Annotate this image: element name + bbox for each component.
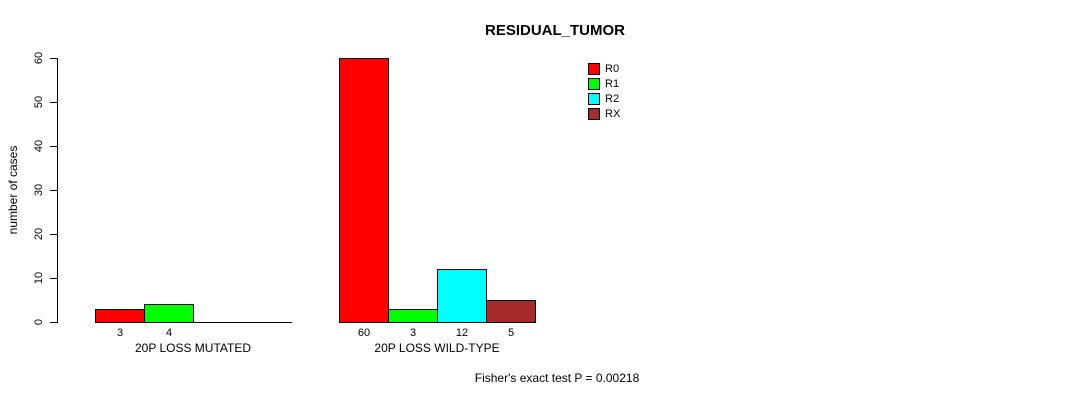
bar-value-label: 3 xyxy=(116,327,124,339)
y-tick-label: 60 xyxy=(33,51,45,65)
chart-title: RESIDUAL_TUMOR xyxy=(484,22,626,39)
x-category-label: 20P LOSS WILD-TYPE xyxy=(374,341,500,355)
bar-value-label: 4 xyxy=(165,327,173,339)
legend-swatch-rx xyxy=(588,108,600,120)
bar-value-label: 3 xyxy=(409,327,417,339)
y-tick-label: 50 xyxy=(33,95,45,109)
bar-r1-group2 xyxy=(388,309,438,323)
bar-r0-group2 xyxy=(339,58,389,323)
y-axis-tick xyxy=(50,102,57,103)
legend-swatch-r0 xyxy=(588,63,600,75)
bar-r2-group2 xyxy=(437,269,487,323)
y-tick-label: 20 xyxy=(33,227,45,241)
legend-label: RX xyxy=(605,108,621,120)
bar-r1-group1 xyxy=(144,304,194,323)
legend-label: R1 xyxy=(605,78,620,90)
y-tick-label: 10 xyxy=(33,271,45,285)
bar-value-label: 12 xyxy=(455,327,469,339)
y-axis-tick xyxy=(50,190,57,191)
legend-swatch-r2 xyxy=(588,93,600,105)
fisher-test-annotation: Fisher's exact test P = 0.00218 xyxy=(474,371,640,385)
legend-label: R2 xyxy=(605,93,620,105)
y-axis-tick xyxy=(50,58,57,59)
bar-rx-group2 xyxy=(486,300,536,323)
legend-label: R0 xyxy=(605,63,620,75)
y-axis-tick xyxy=(50,234,57,235)
y-tick-label: 40 xyxy=(33,139,45,153)
legend-swatch-r1 xyxy=(588,78,600,90)
bar-value-label: 5 xyxy=(507,327,515,339)
bar-r0-group1 xyxy=(95,309,145,323)
y-axis-tick xyxy=(50,322,57,323)
y-axis-tick xyxy=(50,146,57,147)
y-axis-line xyxy=(57,58,58,323)
y-tick-label: 0 xyxy=(33,318,45,326)
y-tick-label: 30 xyxy=(33,183,45,197)
bar-value-label: 60 xyxy=(357,327,371,339)
x-category-label: 20P LOSS MUTATED xyxy=(134,341,252,355)
y-axis-tick xyxy=(50,278,57,279)
